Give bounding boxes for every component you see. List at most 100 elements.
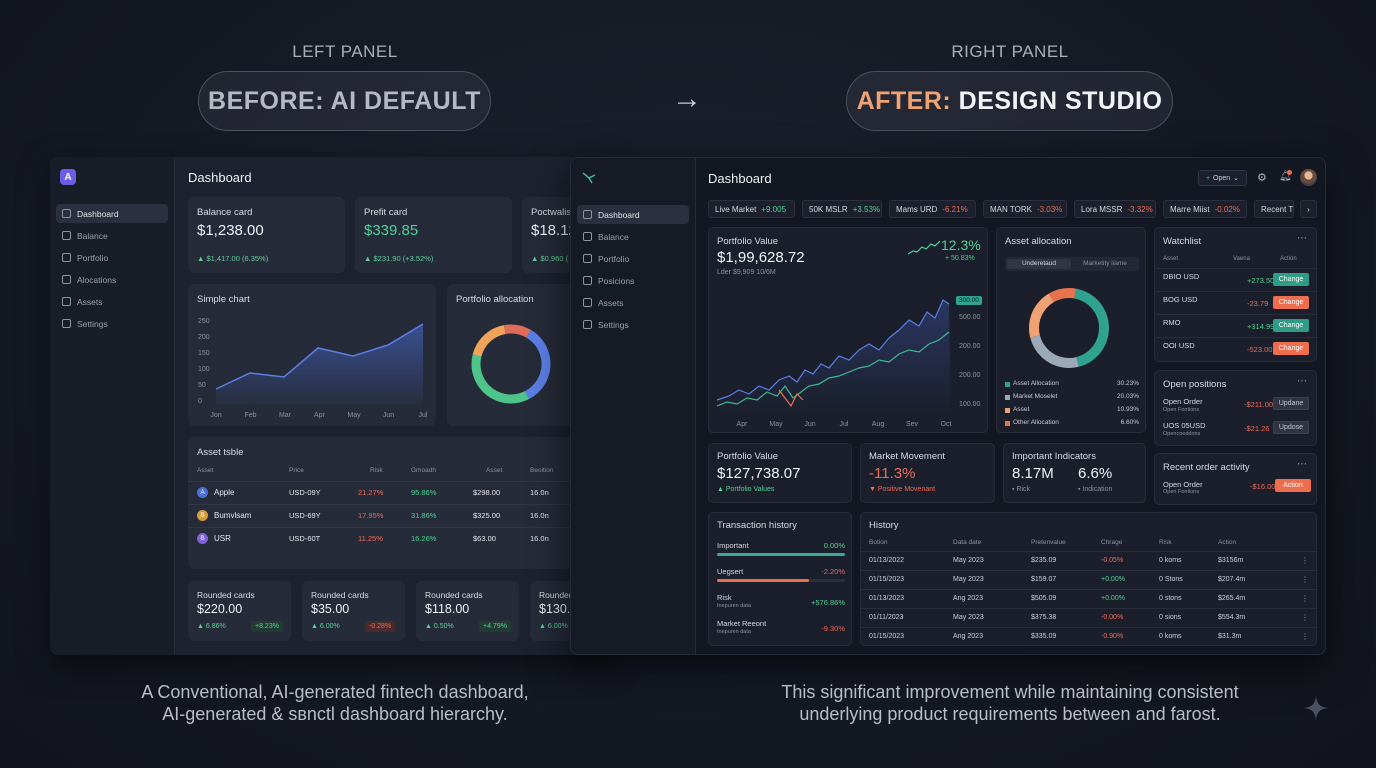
order-name: Open Order (1163, 480, 1203, 489)
ticker-item[interactable]: 50K MSLR +3.53% (802, 200, 882, 218)
transaction-row[interactable]: Risk Inepuren data +576.86% (709, 591, 853, 615)
position-sub: Open Fontions (1163, 407, 1200, 413)
history-row[interactable]: 01/11/2023 May 2023 $375.38 -0.00% 0 sions $5… (861, 608, 1318, 626)
legend-item: Other Allocation 6.60% (1005, 419, 1139, 429)
y-tick-label: 150 (198, 350, 210, 357)
table-row[interactable]: B USR USD-60T 11.25% 16.26% $63.00 16.0n (188, 527, 610, 549)
sidebar-item-settings[interactable]: Settings (577, 315, 689, 334)
watchlist-asset: DBIO USD (1163, 272, 1200, 281)
transaction-row[interactable]: Important 0.00% (709, 539, 853, 563)
open-dropdown[interactable]: + Open ⌄ (1198, 170, 1247, 186)
rounded-card[interactable]: Rounded cards $118.00 ▲ 0.50% +4.79% (416, 581, 519, 641)
x-tick-label: Oct (941, 421, 952, 428)
ticker-item[interactable]: MAN TORK -3.03% (983, 200, 1067, 218)
more-vertical-icon[interactable]: ⋮ (1301, 594, 1309, 603)
ticker-item[interactable]: Lora MSSR -3.32% (1074, 200, 1156, 218)
history-cell: $505.09 (1031, 595, 1057, 602)
bell-icon[interactable]: 🔔︎ (1279, 171, 1292, 182)
profit-card[interactable]: Prefit card $339.85 ▲ $231.90 (+3.52%) (355, 197, 512, 273)
ticker-item[interactable]: Marre Miist -0.02% (1163, 200, 1247, 218)
legend-name: Asset (1013, 406, 1030, 413)
sidebar-item-alocations[interactable]: Alocations (56, 270, 168, 289)
history-cell: +0.00% (1101, 576, 1125, 583)
kpi-value: $127,738.07 (717, 465, 801, 482)
more-vertical-icon[interactable]: ⋮ (1301, 632, 1309, 641)
more-icon[interactable]: ⋯ (1297, 459, 1307, 470)
history-cell: $335.09 (1031, 633, 1057, 640)
position-row[interactable]: Open Order Open Fontions -$211.00 Updane (1155, 395, 1318, 417)
more-icon[interactable]: ⋯ (1297, 233, 1307, 244)
position-row[interactable]: UOS 05USD Opencoeddons -$21.26 Updose (1155, 419, 1318, 441)
rounded-card-title: Rounded cards (197, 590, 255, 600)
sidebar-item-dashboard[interactable]: Dashboard (56, 204, 168, 223)
recent-orders-title: Recent order activity (1163, 462, 1250, 473)
legend-swatch (1005, 408, 1010, 413)
kpi-title: Important Indicators (1012, 451, 1096, 462)
sidebar-item-posicions[interactable]: Posicions (577, 271, 689, 290)
ticker-name: Recent T (1261, 204, 1294, 214)
transaction-row[interactable]: Uegsert -2.20% (709, 565, 853, 589)
change-button[interactable]: Change (1273, 296, 1309, 309)
rounded-card-badge: +8.23% (251, 621, 283, 632)
sidebar-item-portfolio[interactable]: Portfolio (577, 249, 689, 268)
rounded-card-title: Rounded cards (311, 590, 369, 600)
change-button[interactable]: Change (1273, 342, 1309, 355)
sidebar-item-balance[interactable]: Balance (56, 226, 168, 245)
ticker-item[interactable]: Live Market +9.005 (708, 200, 795, 218)
balance-card[interactable]: Balance card $1,238.00 ▲ $1,417.00 (6.35… (188, 197, 345, 273)
sidebar-item-balance[interactable]: Balance (577, 227, 689, 246)
watchlist-row[interactable]: DBIO USD +273.50 Change (1155, 268, 1318, 290)
sidebar-item-settings[interactable]: Settings (56, 314, 168, 333)
nav-icon (583, 320, 592, 329)
sidebar-item-assets[interactable]: Assets (577, 293, 689, 312)
card-value: $18.12 (531, 222, 577, 239)
order-value: -$16.00 (1250, 482, 1276, 491)
tab-understand[interactable]: Underetaud (1007, 259, 1071, 269)
avatar[interactable] (1300, 169, 1317, 186)
rounded-card-title: Rounder (539, 590, 572, 600)
table-row[interactable]: A Apple USD-09Y 21.27% 95.86% $298.00 16.0n (188, 481, 610, 503)
sidebar-item-label: Balance (77, 230, 108, 241)
tab-marketity[interactable]: Marketity liame (1083, 260, 1127, 267)
watchlist-row[interactable]: RMO +314.99 Change (1155, 314, 1318, 336)
transaction-bar-fill (717, 553, 845, 556)
asset-name: Bumvlsam (214, 511, 252, 520)
rounded-card-badge: -0.28% (365, 621, 396, 632)
sidebar-item-dashboard[interactable]: Dashboard (577, 205, 689, 224)
rounded-card[interactable]: Rounded cards $220.00 ▲ 6.86% +8.23% (188, 581, 291, 641)
rounded-card-value: $130.0 (539, 602, 578, 616)
x-tick-label: May (347, 412, 361, 419)
watchlist-row[interactable]: OOI USD -523.00 Change (1155, 337, 1318, 359)
history-row[interactable]: 01/13/2023 Ang 2023 $505.09 +0.00% 0 stons $2… (861, 589, 1318, 607)
update-button[interactable]: Updose (1273, 421, 1309, 434)
more-vertical-icon[interactable]: ⋮ (1301, 613, 1309, 622)
watchlist-row[interactable]: BOG USD -23.79 Change (1155, 291, 1318, 313)
y-tick-label: 0 (198, 398, 202, 405)
change-button[interactable]: Change (1273, 319, 1309, 332)
watchlist-asset: OOI USD (1163, 341, 1195, 350)
more-icon[interactable]: ⋯ (1297, 376, 1307, 387)
transaction-row[interactable]: Market Reeont Inepuren data -9.30% (709, 617, 853, 641)
gear-icon[interactable]: ⚙ (1257, 172, 1267, 184)
y-tick-label: 200 (198, 334, 210, 341)
ticker-change: -0.02% (1214, 204, 1240, 214)
kpi-sub: ▪ Rick (1012, 486, 1031, 493)
history-row[interactable]: 01/15/2023 May 2023 $159.07 +0.00% 0 Stons $2… (861, 570, 1318, 588)
table-row[interactable]: B Bumvlsam USD-69Y 17.95% 31.86% $325.00 16.0n (188, 504, 610, 526)
history-row[interactable]: 01/13/2022 May 2023 $235.09 -0.05% 0 koms $31… (861, 551, 1318, 569)
change-button[interactable]: Change (1273, 273, 1309, 286)
card-title: Prefit card (364, 207, 408, 218)
order-action-button[interactable]: Action (1275, 479, 1311, 492)
sidebar-item-portfolio[interactable]: Portfolio (56, 248, 168, 267)
history-row[interactable]: 01/15/2023 Ang 2023 $335.09 -0.90% 0 koms $31… (861, 627, 1318, 645)
update-button[interactable]: Updane (1273, 397, 1309, 410)
allocation-title: Asset allocation (1005, 236, 1072, 247)
more-vertical-icon[interactable]: ⋮ (1301, 575, 1309, 584)
ticker-item[interactable]: Mams URD -6.21% (889, 200, 976, 218)
ticker-item[interactable]: Recent T (1254, 200, 1294, 218)
rounded-card[interactable]: Rounded cards $35.00 ▲ 6.00% -0.28% (302, 581, 405, 641)
more-vertical-icon[interactable]: ⋮ (1301, 556, 1309, 565)
sidebar-item-assets[interactable]: Assets (56, 292, 168, 311)
ticker-next-button[interactable]: › (1300, 200, 1317, 218)
